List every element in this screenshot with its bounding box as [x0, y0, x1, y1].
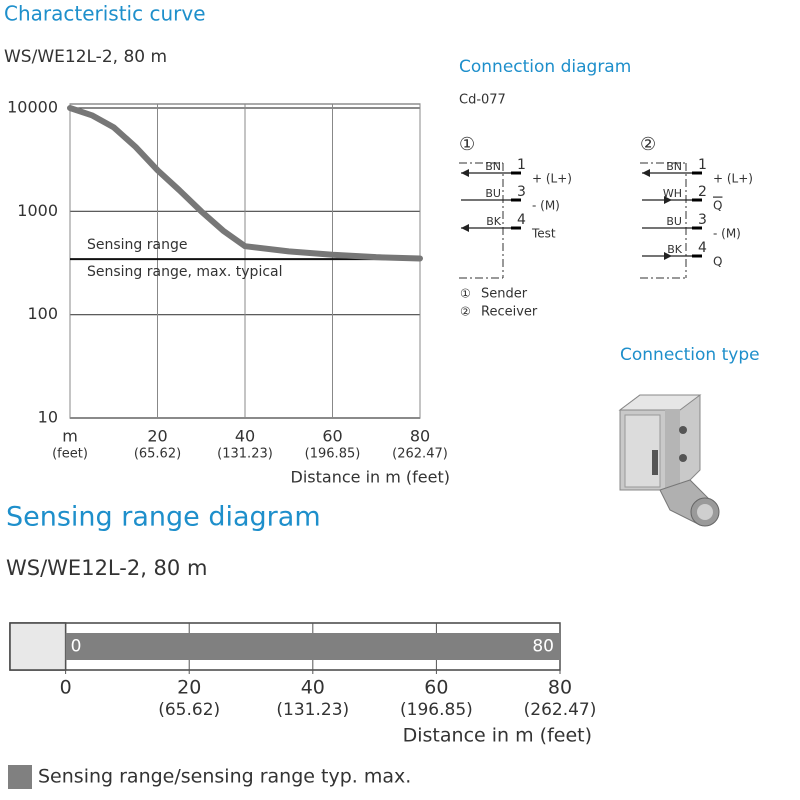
x-tick-sublabel: (196.85)	[305, 447, 361, 462]
y-tick-label: 1000	[17, 201, 58, 220]
legend-symbol: ①	[460, 287, 471, 301]
wire-color: WH	[663, 187, 682, 200]
x-tick-label: 40	[301, 677, 325, 699]
legend-text: Receiver	[481, 305, 538, 320]
x-tick-label: 60	[424, 677, 448, 699]
x-tick-sublabel: (262.47)	[392, 447, 448, 462]
x-tick-label: 20	[147, 427, 167, 446]
range-bar	[65, 633, 560, 660]
y-tick-label: 10000	[7, 98, 58, 117]
x-tick-sublabel: (65.62)	[134, 447, 181, 462]
range-title: Sensing range diagram	[6, 502, 321, 533]
pin-number: 4	[698, 240, 707, 256]
signal: Test	[531, 227, 556, 241]
bar-label: 80	[532, 637, 554, 657]
x-tick-sublabel: (feet)	[52, 447, 88, 462]
curve-subtitle: WS/WE12L-2, 80 m	[4, 47, 167, 67]
sensor-image	[618, 394, 720, 527]
wire-color: BK	[667, 243, 683, 256]
x-tick-label: m	[62, 427, 78, 446]
x-tick-sublabel: (131.23)	[276, 700, 349, 720]
wire-color: BN	[485, 160, 501, 173]
y-tick-label: 10	[38, 408, 58, 427]
legend-text: Sender	[481, 287, 528, 302]
annotation: Sensing range	[87, 237, 187, 253]
arrow	[664, 196, 672, 204]
pin-number: 2	[698, 184, 707, 200]
arrow	[664, 252, 672, 260]
x-tick-sublabel: (196.85)	[400, 700, 473, 720]
x-tick-sublabel: (131.23)	[217, 447, 273, 462]
signal: - (M)	[532, 199, 560, 213]
part-symbol: ①	[459, 134, 475, 155]
x-tick-label: 40	[235, 427, 255, 446]
pin-number: 3	[517, 184, 526, 200]
connection-type-title: Connection type	[620, 345, 760, 365]
pre-range	[9, 622, 67, 671]
x-tick-label: 0	[60, 677, 72, 699]
pin-number: 3	[698, 212, 707, 228]
reference-label: Sensing range, max. typical	[87, 264, 283, 280]
signal: Q	[713, 199, 722, 213]
connection-code: Cd-077	[459, 93, 506, 108]
arrow	[642, 169, 650, 177]
wire-color: BU	[485, 187, 501, 200]
wire-color: BK	[486, 215, 502, 228]
signal: Q	[713, 255, 722, 269]
legend-label: Sensing range/sensing range typ. max.	[38, 766, 411, 788]
pin-number: 1	[698, 157, 707, 173]
x-tick-label: 80	[410, 427, 430, 446]
x-axis-label: Distance in m (feet)	[291, 468, 450, 487]
wire-color: BU	[666, 215, 682, 228]
y-tick-label: 100	[27, 304, 58, 323]
range-subtitle: WS/WE12L-2, 80 m	[6, 556, 207, 580]
curve	[67, 105, 423, 262]
x-tick-label: 20	[177, 677, 201, 699]
wire-color: BN	[666, 160, 682, 173]
signal: + (L+)	[532, 172, 572, 186]
pin-number: 4	[517, 212, 526, 228]
pin-number: 1	[517, 157, 526, 173]
arrow	[461, 169, 469, 177]
signal: - (M)	[713, 227, 741, 241]
signal: + (L+)	[713, 172, 753, 186]
x-tick-label: 80	[548, 677, 572, 699]
part-symbol: ②	[640, 134, 656, 155]
legend-symbol: ②	[460, 305, 471, 319]
x-axis-label: Distance in m (feet)	[403, 725, 592, 747]
x-tick-sublabel: (65.62)	[158, 700, 220, 720]
connection-box	[459, 162, 687, 279]
curve-title: Characteristic curve	[4, 2, 206, 26]
arrow	[461, 224, 469, 232]
x-tick-sublabel: (262.47)	[524, 700, 597, 720]
legend-swatch	[8, 765, 32, 789]
connection-title: Connection diagram	[459, 57, 631, 77]
bar-label: 0	[71, 637, 82, 657]
x-tick-label: 60	[322, 427, 342, 446]
